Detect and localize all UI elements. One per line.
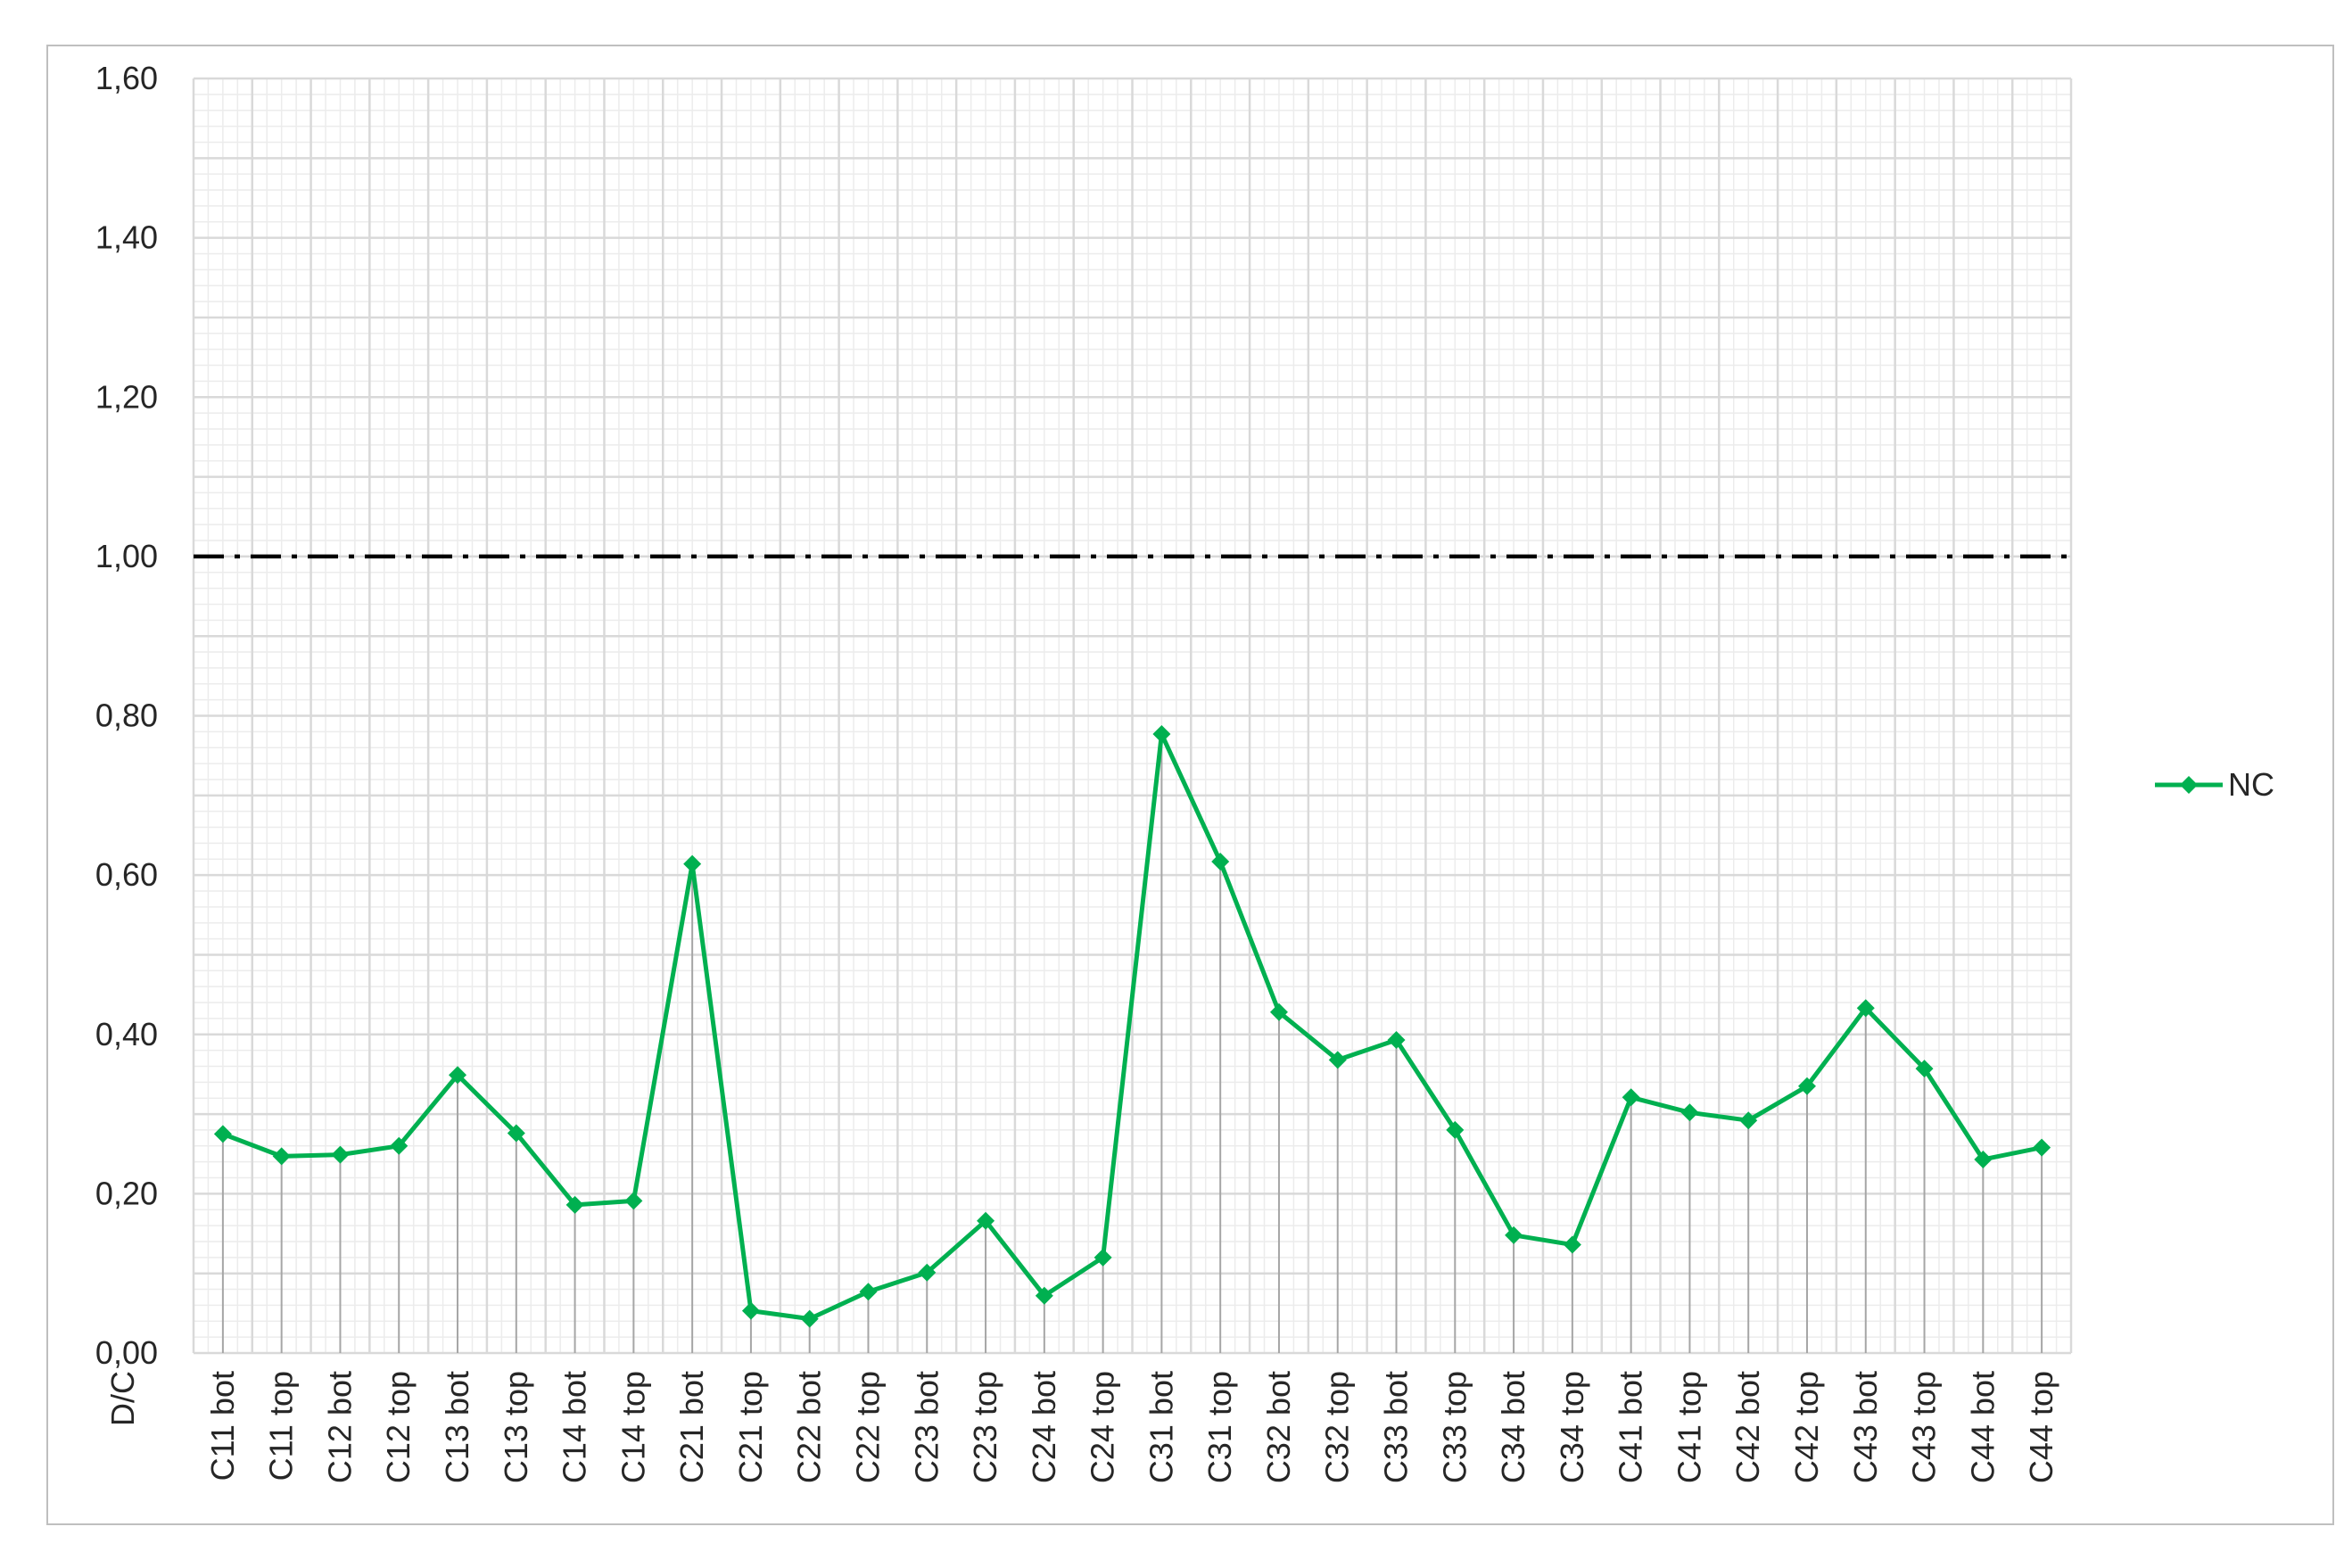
data-point-marker bbox=[272, 1147, 291, 1166]
series-line-nc bbox=[222, 731, 2043, 1322]
x-tick-label: C43 bot bbox=[1847, 1371, 1884, 1483]
x-tick-label: C21 top bbox=[732, 1371, 769, 1483]
data-point-marker bbox=[741, 1301, 760, 1320]
data-point-marker bbox=[1035, 1286, 1053, 1305]
data-point-marker bbox=[2033, 1138, 2051, 1157]
x-tick-label: C33 top bbox=[1436, 1371, 1473, 1483]
y-tick-label: 0,20 bbox=[95, 1175, 158, 1211]
y-tick-label: 0,00 bbox=[95, 1334, 158, 1371]
x-tick-label: C12 bot bbox=[321, 1371, 358, 1483]
x-tick-label: C22 bot bbox=[791, 1371, 828, 1483]
data-point-marker bbox=[918, 1263, 937, 1282]
y-tick-label: 0,60 bbox=[95, 856, 158, 893]
x-tick-label: C44 top bbox=[2023, 1371, 2059, 1483]
data-point-marker bbox=[683, 854, 702, 873]
data-point-marker bbox=[1563, 1235, 1581, 1254]
y-tick-label: 1,20 bbox=[95, 378, 158, 415]
x-tick-label: C41 top bbox=[1671, 1371, 1707, 1483]
data-point-marker bbox=[1915, 1060, 1934, 1078]
data-point-marker bbox=[800, 1309, 819, 1328]
x-tick-label: C11 bot bbox=[204, 1371, 241, 1481]
x-tick-label: C33 bot bbox=[1378, 1371, 1415, 1483]
y-axis-label: D/C bbox=[104, 1371, 141, 1426]
data-point-marker bbox=[977, 1211, 995, 1230]
y-tick-label: 0,40 bbox=[95, 1016, 158, 1052]
data-point-marker bbox=[1269, 1003, 1288, 1021]
data-point-marker bbox=[331, 1145, 350, 1164]
data-point-marker bbox=[1622, 1088, 1640, 1107]
data-point-marker bbox=[1739, 1111, 1758, 1130]
x-tick-label: C22 top bbox=[849, 1371, 886, 1483]
x-tick-label: C23 bot bbox=[908, 1371, 945, 1483]
data-point-marker bbox=[213, 1125, 232, 1143]
data-point-marker bbox=[1856, 999, 1875, 1018]
y-axis-ticks: 0,00 0,20 0,40 0,60 0,80 1,00 1,20 1,40 1,60 bbox=[95, 60, 158, 1371]
x-tick-label: C43 top bbox=[1906, 1371, 1943, 1483]
y-tick-label: 1,40 bbox=[95, 219, 158, 256]
data-point-marker bbox=[1974, 1150, 1993, 1168]
x-tick-label: C14 top bbox=[615, 1371, 651, 1483]
data-point-marker bbox=[1797, 1077, 1816, 1095]
y-tick-label: 1,60 bbox=[95, 60, 158, 96]
x-tick-label: C42 top bbox=[1788, 1371, 1825, 1483]
x-tick-label: C31 bot bbox=[1143, 1371, 1179, 1483]
x-tick-label: C41 bot bbox=[1613, 1371, 1649, 1483]
x-tick-label: C13 bot bbox=[439, 1371, 475, 1483]
data-point-marker bbox=[565, 1195, 584, 1214]
legend-diamond-marker bbox=[2180, 776, 2198, 794]
data-point-marker bbox=[390, 1136, 409, 1155]
x-tick-label: C24 bot bbox=[1026, 1371, 1062, 1483]
x-tick-label: C42 bot bbox=[1729, 1371, 1766, 1483]
major-gridlines bbox=[192, 77, 2073, 1355]
x-tick-label: C34 top bbox=[1554, 1371, 1590, 1483]
data-point-marker bbox=[1505, 1226, 1523, 1244]
data-point-marker bbox=[859, 1283, 878, 1301]
data-point-marker bbox=[449, 1066, 467, 1085]
x-tick-label: C31 top bbox=[1201, 1371, 1238, 1483]
data-point-marker bbox=[1211, 852, 1230, 871]
x-tick-label: C23 top bbox=[967, 1371, 1003, 1483]
data-point-marker bbox=[1446, 1120, 1465, 1139]
series-group bbox=[213, 725, 2051, 1328]
x-tick-label: C14 bot bbox=[557, 1371, 593, 1483]
x-tick-label: C11 top bbox=[263, 1371, 300, 1481]
data-point-marker bbox=[1387, 1031, 1406, 1050]
data-point-marker bbox=[1328, 1051, 1347, 1069]
data-point-marker bbox=[1094, 1248, 1112, 1267]
x-tick-label: C32 top bbox=[1319, 1371, 1356, 1483]
data-point-marker bbox=[507, 1124, 525, 1143]
data-point-marker bbox=[624, 1192, 643, 1210]
legend: NC bbox=[2155, 766, 2274, 803]
x-tick-label: C21 bot bbox=[673, 1371, 710, 1483]
data-point-marker bbox=[1152, 725, 1171, 744]
y-tick-label: 1,00 bbox=[95, 538, 158, 574]
x-tick-label: C13 top bbox=[498, 1371, 534, 1483]
x-axis-ticks: C11 bot C11 top C12 bot C12 top C13 bot C13 t… bbox=[204, 1371, 2059, 1483]
x-tick-label: C24 top bbox=[1085, 1371, 1121, 1483]
x-tick-label: C32 bot bbox=[1260, 1371, 1297, 1483]
y-tick-label: 0,80 bbox=[95, 697, 158, 734]
x-tick-label: C34 bot bbox=[1495, 1371, 1531, 1483]
legend-label-nc: NC bbox=[2228, 766, 2274, 803]
x-tick-label: C12 top bbox=[380, 1371, 417, 1483]
x-tick-label: C44 bot bbox=[1964, 1371, 2001, 1483]
data-point-marker bbox=[1680, 1103, 1699, 1122]
